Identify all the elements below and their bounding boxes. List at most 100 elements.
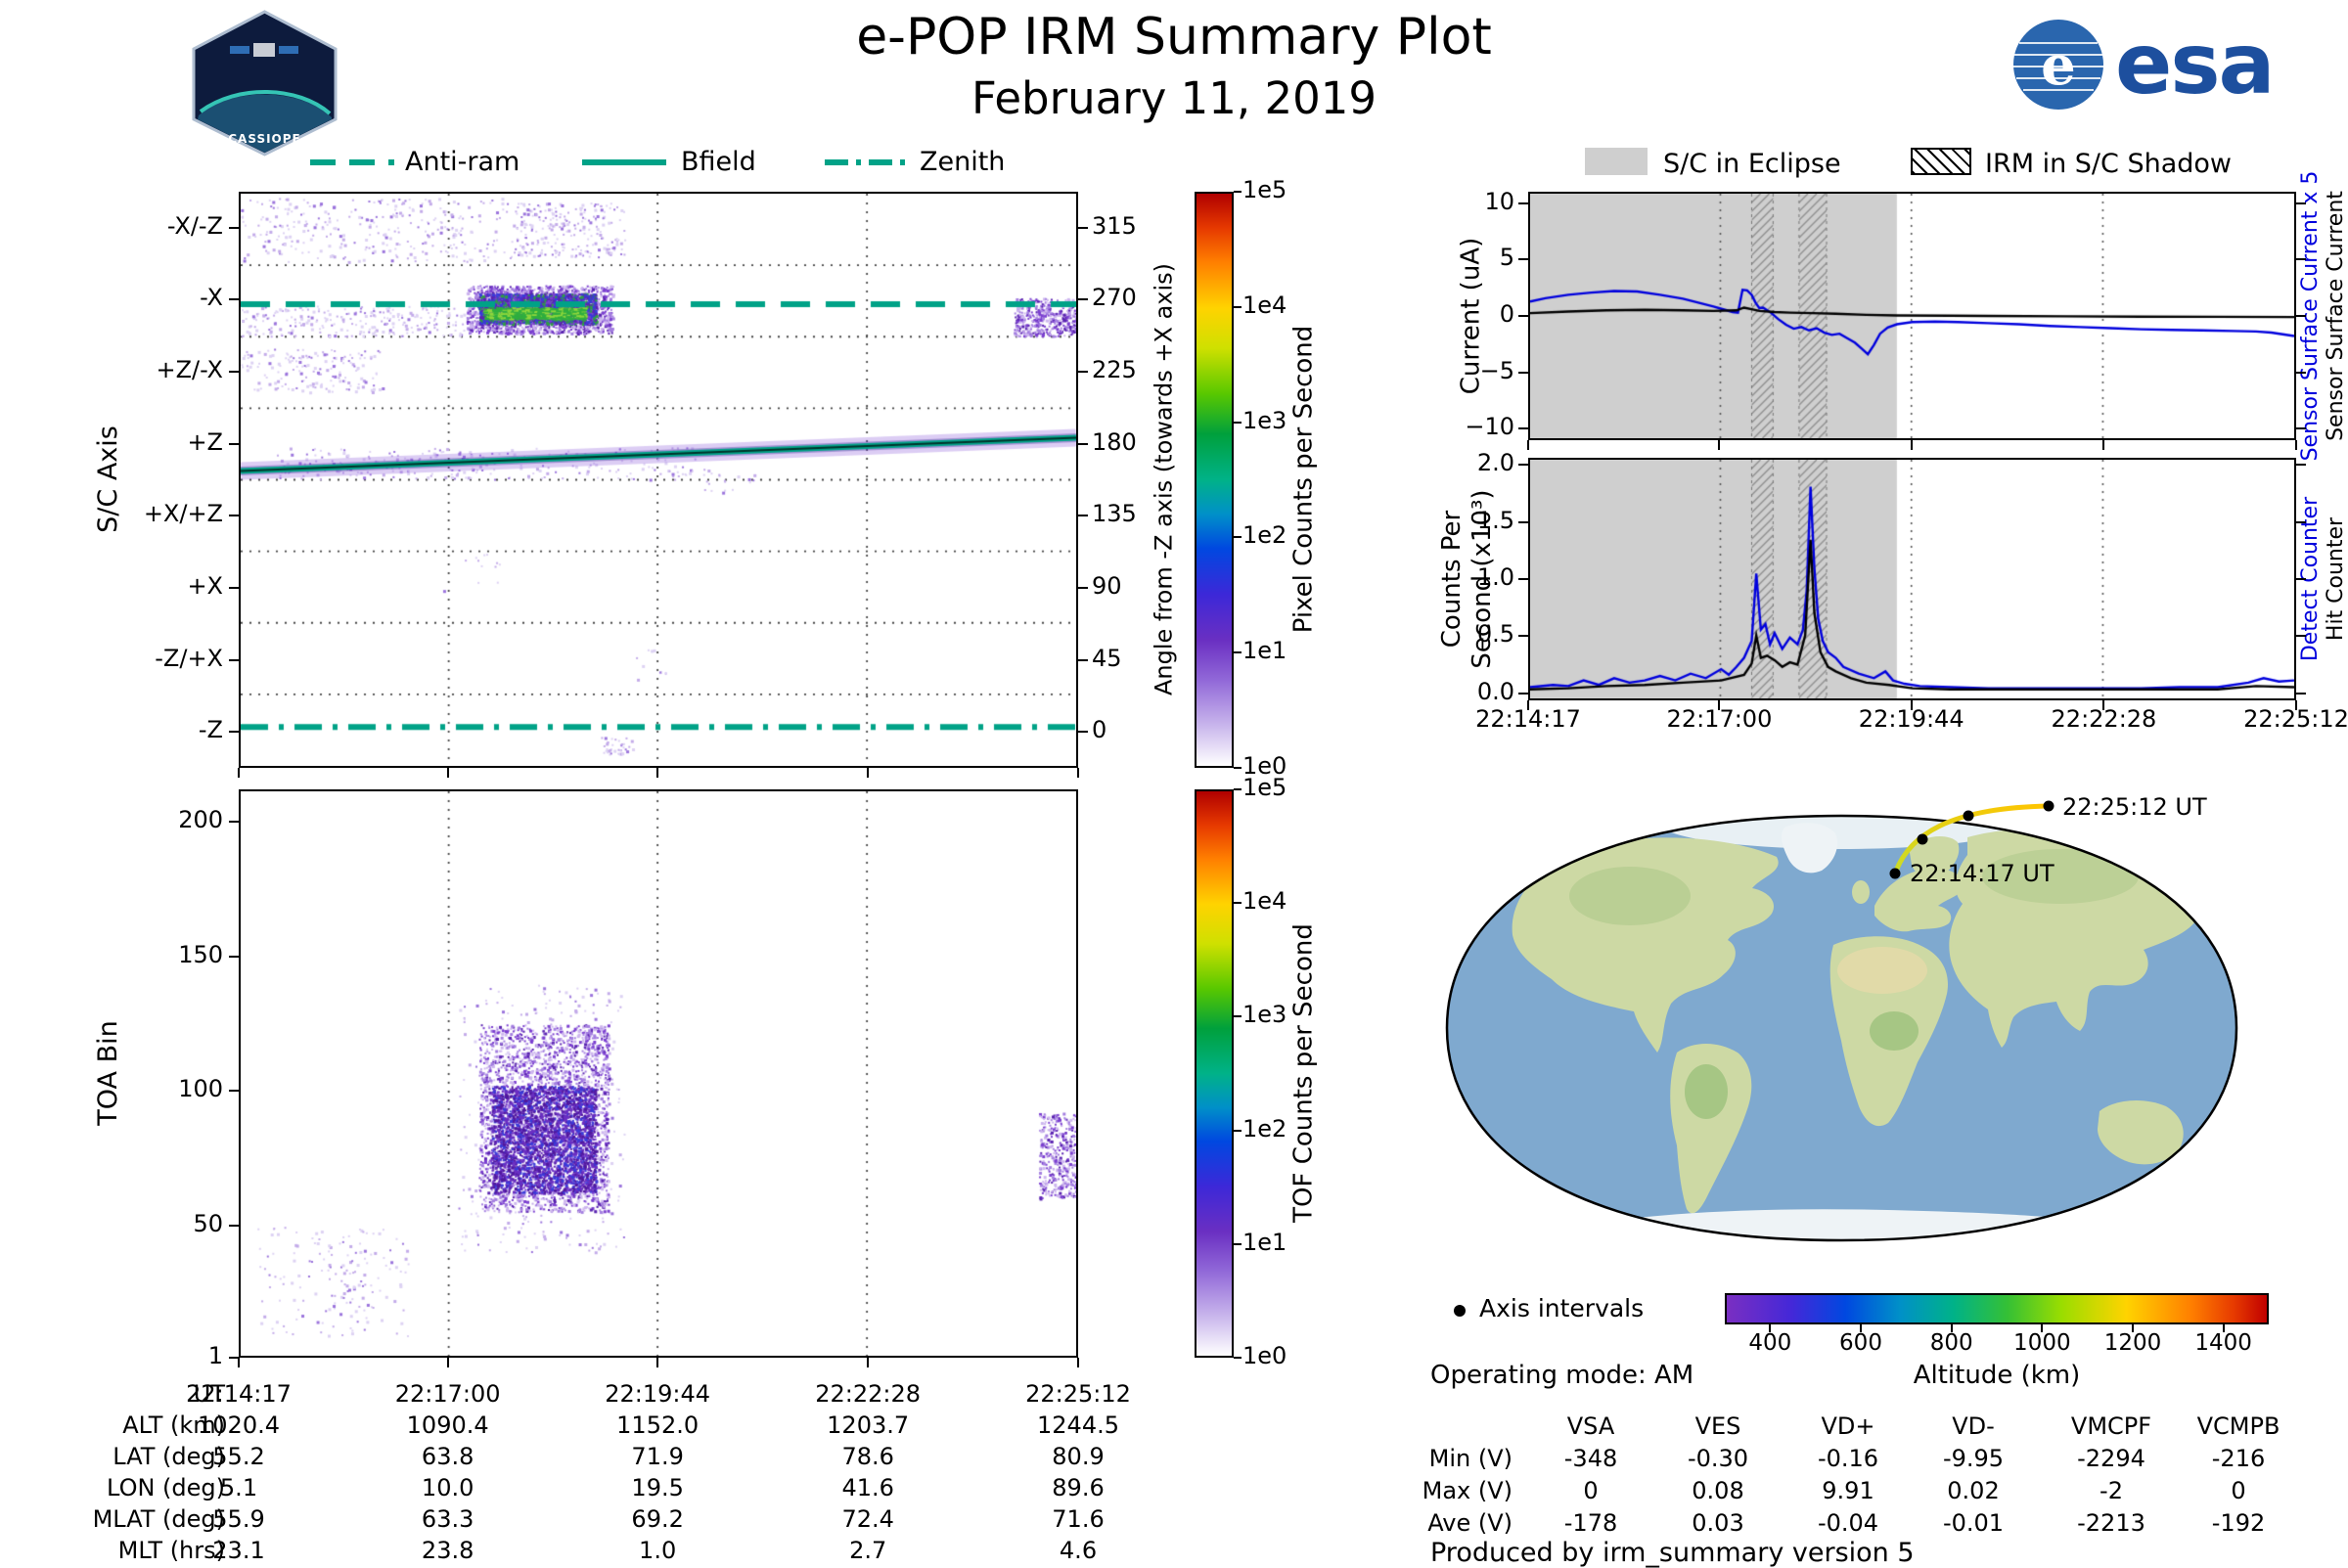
tick-mark <box>238 768 240 778</box>
tick-mark <box>238 1358 240 1367</box>
map-outline <box>1445 814 2238 1242</box>
angle-tick: 90 <box>1092 571 1122 600</box>
ephemeris-value: 89.6 <box>1052 1474 1105 1501</box>
tick-mark <box>1234 651 1242 654</box>
voltage-column-header: VES <box>1694 1412 1741 1440</box>
ephemeris-value: 63.3 <box>421 1505 474 1533</box>
ephemeris-value: 71.6 <box>1052 1505 1105 1533</box>
voltage-value: -2 <box>2100 1477 2123 1504</box>
voltage-column-header: VD- <box>1952 1412 1995 1440</box>
voltage-column-header: VD+ <box>1821 1412 1875 1440</box>
ephemeris-value: 22:19:44 <box>605 1380 711 1408</box>
tick-mark <box>1518 258 1528 261</box>
ephemeris-value: 4.6 <box>1059 1537 1098 1564</box>
axis-intervals-marker <box>1454 1305 1466 1317</box>
tick-mark <box>2296 371 2306 374</box>
voltage-value: 9.91 <box>1822 1477 1874 1504</box>
voltage-row-label: Max (V) <box>1422 1477 1513 1504</box>
voltage-value: -348 <box>1563 1445 1618 1472</box>
tick-mark <box>229 442 239 445</box>
voltage-row-label: Min (V) <box>1428 1445 1513 1472</box>
altitude-tick: 1000 <box>2013 1330 2071 1356</box>
voltage-row-label: Ave (V) <box>1427 1509 1513 1537</box>
tick-mark <box>1518 520 1528 523</box>
colorbar-tick: 1e5 <box>1242 774 1287 801</box>
angle-tick: 45 <box>1092 644 1122 672</box>
voltage-value: -0.04 <box>1817 1509 1879 1537</box>
tick-mark <box>1518 635 1528 638</box>
tick-mark <box>2296 692 2306 694</box>
tick-mark <box>2296 520 2306 523</box>
ephemeris-value: 22:25:12 <box>1025 1380 1131 1408</box>
tick-mark <box>2296 578 2306 580</box>
sensor-current-canvas <box>1530 194 2294 438</box>
tick-mark <box>1518 578 1528 580</box>
voltage-value: -192 <box>2211 1509 2266 1537</box>
ephemeris-row-label: LAT (deg) <box>113 1443 225 1470</box>
ephemeris-value: 1.0 <box>639 1537 677 1564</box>
tick-mark <box>2296 202 2306 204</box>
ephemeris-value: 1152.0 <box>616 1411 700 1439</box>
hit-counter-label: Hit Counter <box>2323 516 2348 642</box>
tick-mark <box>229 1090 239 1093</box>
tick-mark <box>1078 226 1088 229</box>
tick-mark <box>2296 464 2306 467</box>
tick-mark <box>1234 421 1242 424</box>
ephemeris-value: 19.5 <box>631 1474 684 1501</box>
time-tick: 22:14:17 <box>1475 705 1581 733</box>
tick-mark <box>229 371 239 374</box>
tick-mark <box>1234 305 1242 308</box>
sc-axis-category: -X/-Z <box>166 211 223 240</box>
ephemeris-row-label: MLT (hrs) <box>117 1537 225 1564</box>
tick-mark <box>1527 700 1529 710</box>
ephemeris-row-label: MLAT (deg) <box>92 1505 225 1533</box>
esa-logo: e esa <box>2011 18 2276 112</box>
toa-spectrogram-panel <box>239 789 1078 1358</box>
voltage-value: -9.95 <box>1942 1445 2005 1472</box>
toa-bin-tick: 50 <box>193 1210 223 1238</box>
tick-mark <box>1078 442 1088 445</box>
tick-mark <box>1527 440 1529 450</box>
sc-axis-category: +X/+Z <box>143 500 223 528</box>
tick-mark <box>229 515 239 517</box>
sc-axis-category: +X <box>187 571 223 600</box>
tick-mark <box>1234 536 1242 539</box>
tick-mark <box>1769 1324 1772 1332</box>
current-tick: 5 <box>1499 244 1514 272</box>
ephemeris-row-label: UT <box>193 1380 225 1408</box>
counts-tick: 2.0 <box>1476 449 1514 477</box>
svg-text:e: e <box>2041 33 2076 98</box>
tick-mark <box>656 768 659 778</box>
world-map <box>1447 816 2236 1240</box>
sc-axis-category: -Z/+X <box>155 644 223 672</box>
tick-mark <box>229 586 239 589</box>
ephemeris-value: 55.9 <box>212 1505 265 1533</box>
tick-mark <box>1518 464 1528 467</box>
ephemeris-value: 63.8 <box>421 1443 474 1470</box>
page-title: e-POP IRM Summary Plot <box>856 8 1492 67</box>
sc-axis-category: -Z <box>198 716 223 744</box>
tick-mark <box>1234 767 1242 769</box>
angle-axis-label: Angle from -Z axis (towards +X axis) <box>1150 262 1178 696</box>
ephemeris-value: 1244.5 <box>1037 1411 1119 1439</box>
tick-mark <box>1950 1324 1953 1332</box>
shadow-legend-swatch <box>1911 148 1971 175</box>
voltage-value: -0.30 <box>1687 1445 1749 1472</box>
pixel-counts-colorbar <box>1195 192 1234 768</box>
track-start-label: 22:14:17 UT <box>1910 860 2054 887</box>
tick-mark <box>1077 768 1079 778</box>
tick-mark <box>867 1358 870 1367</box>
current-tick: −10 <box>1465 413 1514 441</box>
colorbar-tick: 1e5 <box>1242 176 1287 203</box>
angle-tick: 135 <box>1092 500 1137 528</box>
produced-by-label: Produced by irm_summary version 5 <box>1430 1538 1915 1568</box>
voltage-column-header: VMCPF <box>2070 1412 2152 1440</box>
ephemeris-value: 22:22:28 <box>815 1380 922 1408</box>
colorbar-tick: 1e4 <box>1242 887 1287 916</box>
tick-mark <box>1910 440 1913 450</box>
tick-mark <box>1234 902 1242 905</box>
voltage-column-header: VCMPB <box>2196 1412 2280 1440</box>
tick-mark <box>1077 1358 1079 1367</box>
tick-mark <box>1518 315 1528 317</box>
legend-line-solid <box>582 159 666 165</box>
